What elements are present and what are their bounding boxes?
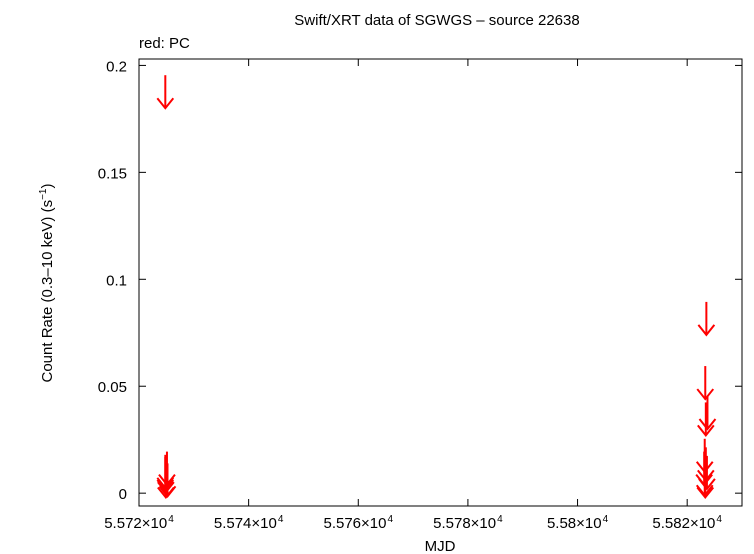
chart-title: Swift/XRT data of SGWGS – source 22638	[294, 12, 579, 29]
upper-limit-point	[697, 301, 716, 337]
x-tick-label: 5.572×104	[104, 514, 174, 532]
upper-limit-arrow-head	[696, 486, 715, 500]
upper-limit-point	[698, 396, 717, 431]
x-tick-label-mantissa: 5.58×10	[547, 515, 602, 532]
upper-limit-arrow-head	[157, 486, 175, 500]
x-tick-label-mantissa: 5.574×10	[214, 515, 277, 532]
upper-limit-arrow-head	[696, 388, 715, 401]
x-tick-label-mantissa: 5.582×10	[652, 515, 715, 532]
y-tick-label: 0.2	[106, 58, 127, 75]
upper-limit-arrow-head	[698, 478, 716, 491]
y-tick-label: 0.05	[98, 379, 127, 396]
x-tick-label-exponent: 4	[168, 514, 174, 525]
upper-limit-arrow-head	[156, 97, 175, 110]
x-tick-label-exponent: 4	[387, 514, 393, 525]
upper-limit-point	[156, 75, 175, 110]
plot-area-frame	[138, 58, 743, 507]
x-tick-label: 5.574×104	[214, 514, 284, 532]
upper-limit-point	[697, 402, 715, 438]
x-tick-label: 5.576×104	[323, 514, 393, 532]
chart-legend-label: red: PC	[139, 35, 190, 52]
upper-limit-point	[696, 366, 715, 401]
y-axis-label-exponent: −1	[38, 188, 49, 200]
x-tick-label-mantissa: 5.572×10	[104, 515, 167, 532]
x-tick-label-exponent: 4	[497, 514, 503, 525]
y-tick-label: 0.1	[106, 272, 127, 289]
x-tick-label: 5.582×104	[652, 514, 722, 532]
y-axis: 0 0.05 0.1 0.15 0.2	[98, 58, 742, 503]
y-axis-label-close: )	[39, 184, 56, 189]
y-axis-label: Count Rate (0.3–10 keV) (s−1)	[38, 184, 56, 383]
upper-limit-point	[696, 464, 715, 500]
y-tick-label: 0	[119, 486, 127, 503]
x-tick-label-mantissa: 5.576×10	[323, 515, 386, 532]
x-tick-label-mantissa: 5.578×10	[433, 515, 496, 532]
x-tick-label: 5.578×104	[433, 514, 503, 532]
upper-limit-point	[157, 464, 175, 500]
upper-limit-arrow-head	[698, 418, 717, 431]
x-tick-label-exponent: 4	[278, 514, 284, 525]
upper-limit-arrow-head	[697, 324, 716, 337]
upper-limit-point	[698, 455, 716, 491]
data-series-pc	[156, 75, 717, 500]
x-axis-label: MJD	[425, 538, 456, 554]
x-tick-label-exponent: 4	[716, 514, 722, 525]
x-tick-label: 5.58×104	[547, 514, 609, 532]
x-tick-label-exponent: 4	[603, 514, 609, 525]
x-axis: 5.572×104 5.574×104 5.576×104 5.578×104 5.58…	[104, 59, 722, 532]
y-axis-label-main: Count Rate (0.3–10 keV) (s	[39, 200, 56, 383]
y-tick-label: 0.15	[98, 165, 127, 182]
upper-limit-arrow-head	[697, 424, 715, 438]
